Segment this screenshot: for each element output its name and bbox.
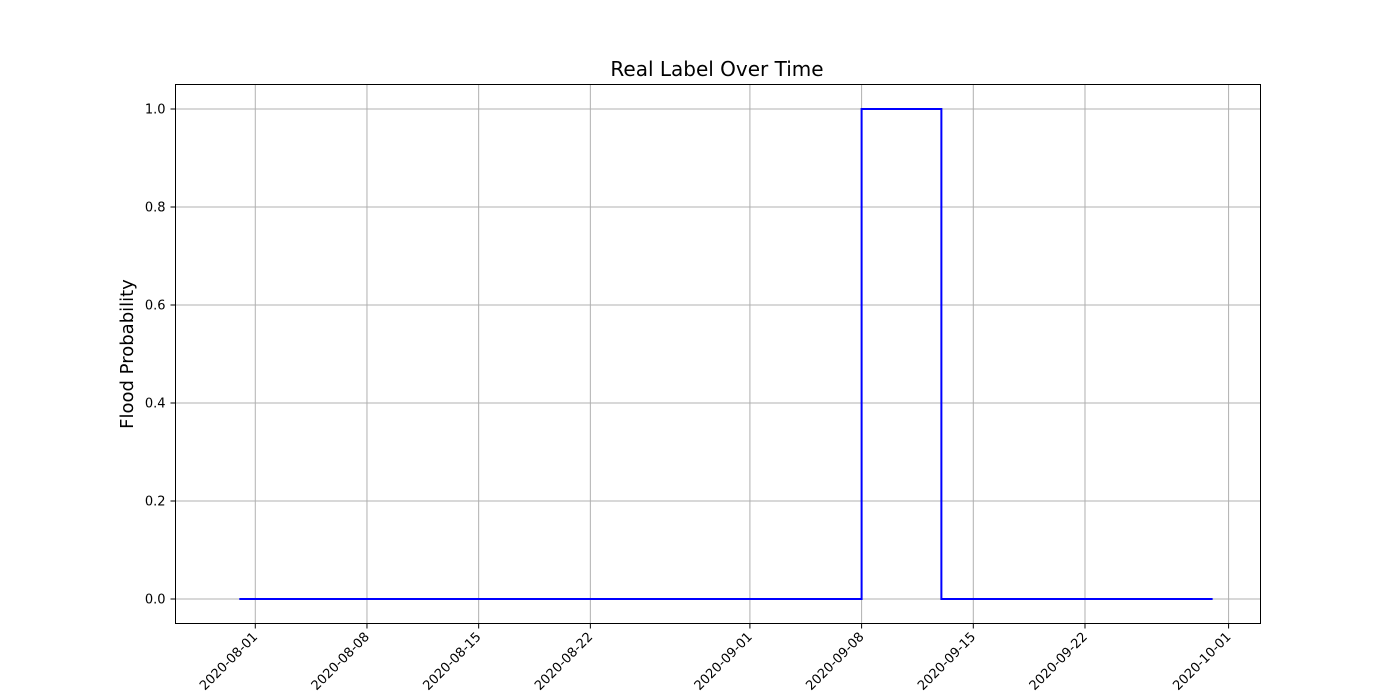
x-tick-label: 2020-08-01 bbox=[197, 630, 261, 694]
tick-layer: 2020-08-01 2020-08-08 2020-08-15 2020-08-22… bbox=[145, 103, 1235, 694]
x-tick-label: 2020-08-15 bbox=[420, 630, 484, 694]
y-tick-label: 0.4 bbox=[145, 397, 166, 412]
y-axis-label: Flood Probability bbox=[117, 279, 138, 429]
x-tick-label: 2020-09-15 bbox=[915, 630, 979, 694]
x-tick-label: 2020-10-01 bbox=[1170, 630, 1234, 694]
y-tick-label: 0.6 bbox=[145, 299, 166, 314]
y-tick-label: 0.2 bbox=[145, 495, 166, 510]
x-tick-label: 2020-08-22 bbox=[532, 630, 596, 694]
series-layer bbox=[239, 108, 1213, 600]
y-tick-label: 0.0 bbox=[145, 593, 166, 608]
plot-frame bbox=[175, 84, 1261, 624]
y-tick-label: 1.0 bbox=[145, 103, 166, 118]
y-tick-label: 0.8 bbox=[145, 201, 166, 216]
series-line-0 bbox=[239, 108, 1213, 600]
x-tick-label: 2020-09-08 bbox=[803, 630, 867, 694]
chart-title: Real Label Over Time bbox=[610, 57, 823, 81]
x-tick-label: 2020-09-22 bbox=[1027, 630, 1091, 694]
x-tick-label: 2020-08-08 bbox=[309, 630, 373, 694]
grid-layer bbox=[175, 84, 1261, 624]
x-tick-label: 2020-09-01 bbox=[692, 630, 756, 694]
